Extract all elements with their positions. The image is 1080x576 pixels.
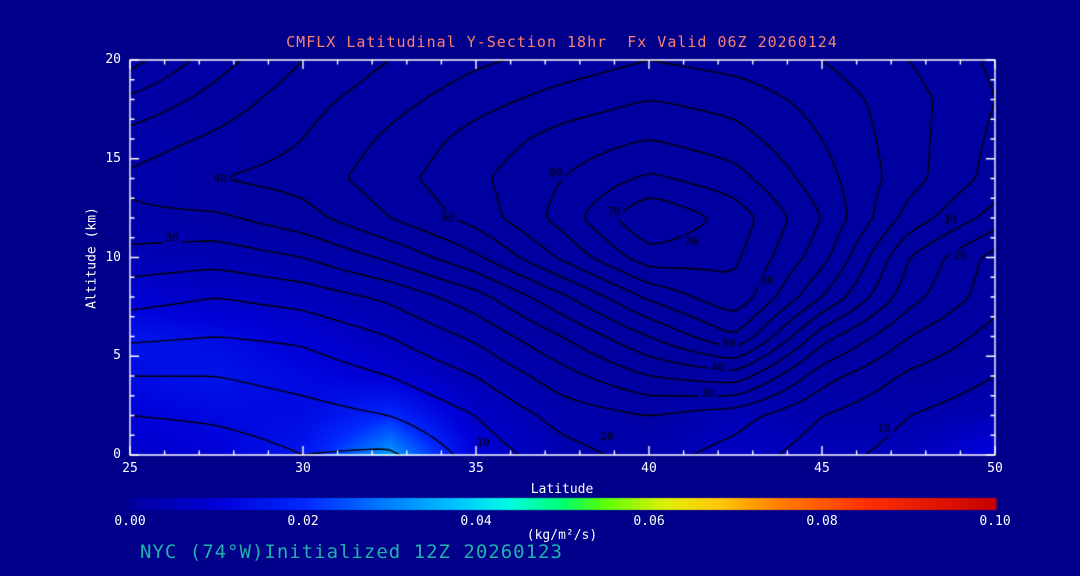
- app-root: { "page": { "background": "#00008B" }, "…: [0, 0, 1080, 576]
- contour-plot-canvas: [0, 0, 1080, 576]
